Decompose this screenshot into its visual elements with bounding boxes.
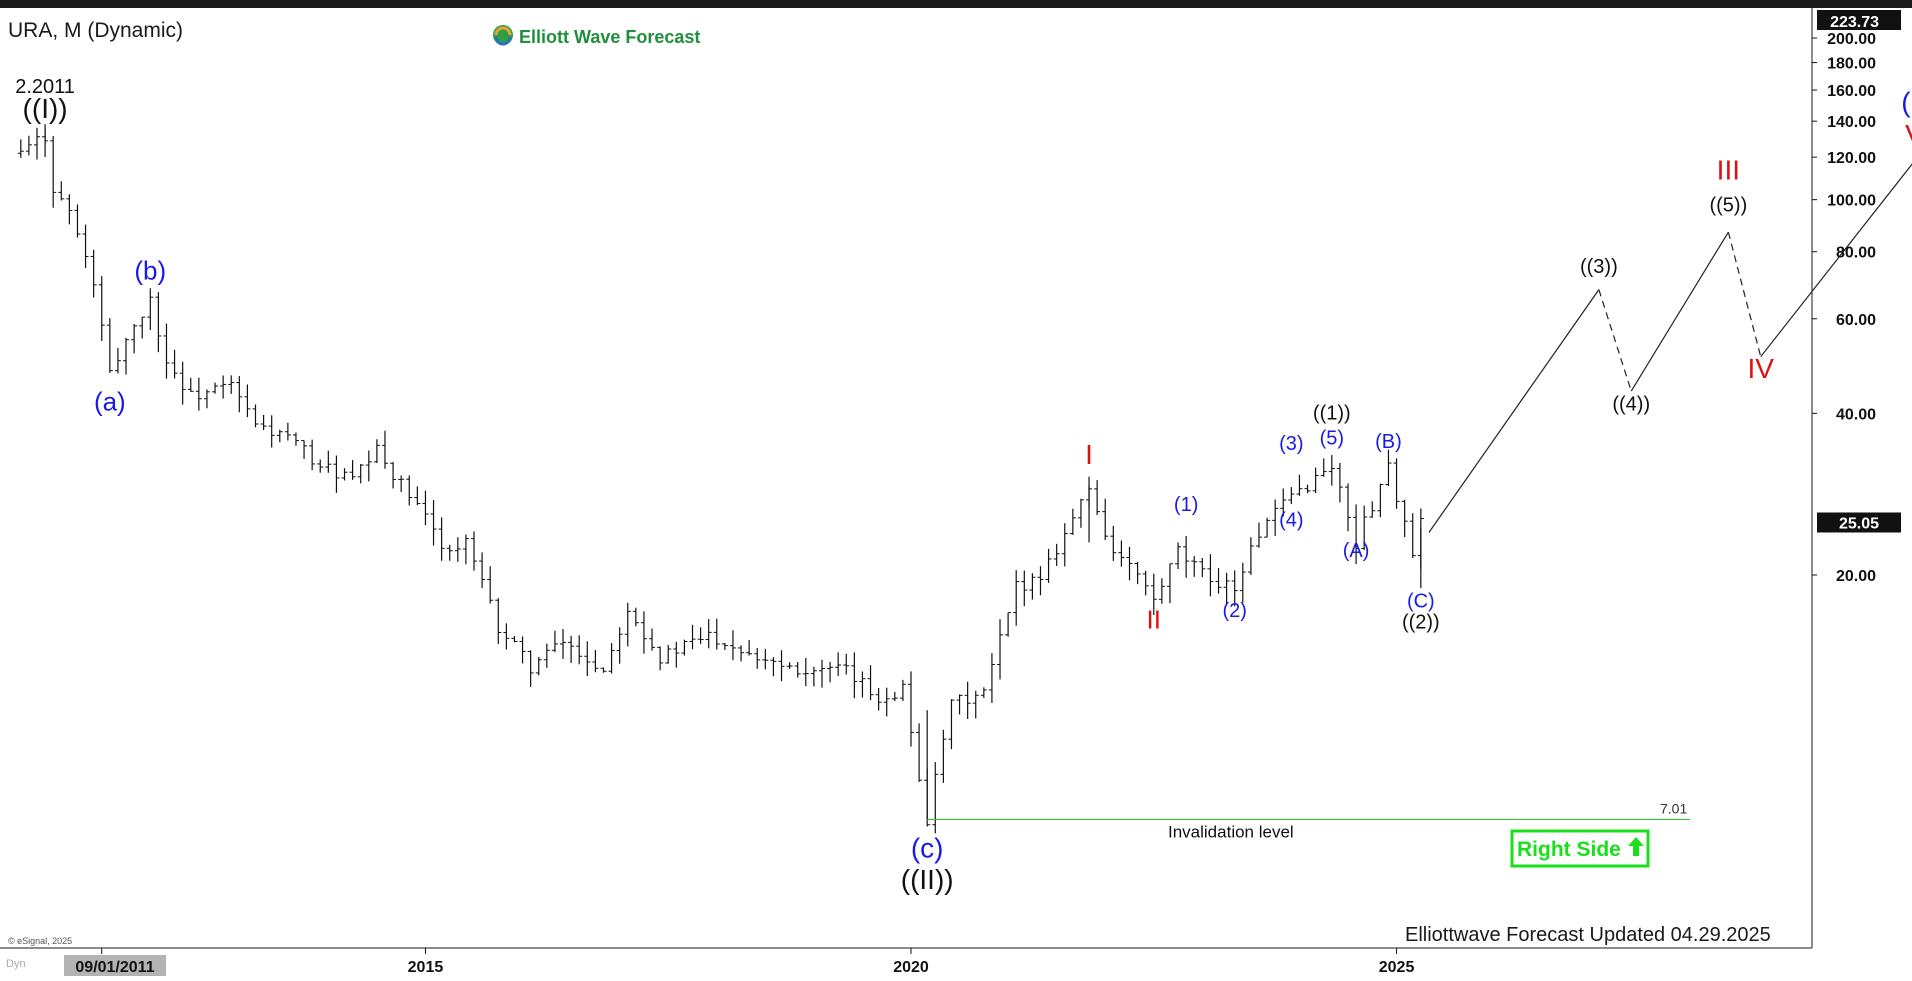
wave-label-6: (1) bbox=[1174, 494, 1198, 516]
wave-label-22: IV bbox=[1747, 353, 1774, 384]
projection-leg-0 bbox=[1428, 289, 1600, 533]
x-tick-label-3: 2025 bbox=[1379, 959, 1415, 976]
logo-arc2-icon bbox=[494, 36, 512, 46]
y-tick-label-3: 140.00 bbox=[1827, 114, 1876, 131]
wave-label-12: (B) bbox=[1375, 431, 1402, 453]
wave-label-20: ((5)) bbox=[1709, 195, 1747, 217]
y-tick-label-0: 200.00 bbox=[1827, 31, 1876, 48]
wave-label-4: I bbox=[1085, 439, 1093, 470]
invalidation-label: Invalidation level bbox=[1168, 823, 1294, 842]
badge-frame bbox=[1510, 829, 1650, 868]
up-arrow-icon bbox=[1628, 837, 1644, 856]
y-tick-label-6: 80.00 bbox=[1836, 245, 1876, 262]
time-axis: 09/01/2011 2015 2020 2025 bbox=[64, 948, 1414, 976]
wave-label-16: (c) bbox=[911, 833, 944, 864]
wave-label-13: (A) bbox=[1343, 540, 1370, 562]
wave-label-24: (I) bbox=[1901, 86, 1912, 117]
wave-label-2: (b) bbox=[134, 256, 166, 286]
last-price-box bbox=[1817, 512, 1901, 533]
copyright-note: © eSignal, 2025 bbox=[8, 936, 72, 946]
x-tick-label-1: 2015 bbox=[408, 959, 444, 976]
badge-label: Right Side bbox=[1517, 838, 1621, 861]
wave-label-1: ((I)) bbox=[23, 93, 68, 124]
wave-label-19: ((4)) bbox=[1612, 393, 1650, 415]
brand-name: Elliott Wave Forecast bbox=[519, 27, 700, 47]
projection-leg-1 bbox=[1630, 231, 1729, 392]
wave-label-7: (2) bbox=[1222, 600, 1246, 622]
y-tick-label-1: 180.00 bbox=[1827, 56, 1876, 73]
y-tick-label-5: 100.00 bbox=[1827, 193, 1876, 210]
top-frame-bar bbox=[0, 0, 1912, 8]
wave-labels: 2.2011((I))(b)(a)III(1)(2)(3)(4)(5)((1))… bbox=[15, 76, 1912, 895]
x-tick-label-0: 09/01/2011 bbox=[75, 959, 154, 976]
wave-label-14: (C) bbox=[1407, 590, 1435, 612]
y-tick-label-2: 160.00 bbox=[1827, 83, 1876, 100]
wave-label-18: ((3)) bbox=[1580, 256, 1618, 278]
projection-correction-1 bbox=[1727, 231, 1762, 357]
x-tick-label-2: 2020 bbox=[893, 959, 929, 976]
projection-leg-2 bbox=[1760, 163, 1912, 358]
updated-note: Elliottwave Forecast Updated 04.29.2025 bbox=[1405, 924, 1771, 946]
y-tick-label-7: 60.00 bbox=[1836, 312, 1876, 329]
wave-label-3: (a) bbox=[94, 386, 126, 416]
projection-path bbox=[1428, 163, 1912, 533]
ohlc-bars bbox=[17, 124, 1424, 834]
top-price-label: 223.73 bbox=[1830, 14, 1879, 31]
invalidation-value: 7.01 bbox=[1660, 801, 1687, 817]
logo-arc-icon bbox=[494, 26, 512, 36]
wave-label-10: (5) bbox=[1320, 427, 1344, 449]
wave-label-15: ((2)) bbox=[1402, 612, 1440, 634]
wave-label-17: ((II)) bbox=[901, 864, 954, 895]
price-axis: 200.00 180.00 160.00 140.00 120.00 100.00 80.0… bbox=[1812, 10, 1901, 585]
chart-title: URA, M (Dynamic) bbox=[8, 19, 183, 42]
y-tick-label-9: 20.00 bbox=[1836, 568, 1876, 585]
last-price-label: 25.05 bbox=[1839, 515, 1879, 532]
y-tick-label-8: 40.00 bbox=[1836, 406, 1876, 423]
top-price-box bbox=[1817, 10, 1901, 30]
wave-label-9: (4) bbox=[1279, 510, 1303, 532]
wave-label-5: II bbox=[1147, 605, 1161, 635]
brand-logo bbox=[493, 25, 513, 46]
wave-label-21: III bbox=[1717, 155, 1740, 186]
wave-label-23: V bbox=[1905, 119, 1912, 150]
right-side-badge: Right Side bbox=[1510, 829, 1650, 868]
projection-correction-0 bbox=[1598, 289, 1632, 392]
wave-label-11: ((1)) bbox=[1313, 402, 1351, 424]
x-tick-highlight bbox=[64, 955, 166, 976]
dyn-label: Dyn bbox=[6, 958, 26, 970]
wave-label-0: 2.2011 bbox=[15, 76, 75, 98]
invalidation-line-group: Invalidation level 7.01 bbox=[927, 801, 1690, 842]
wave-label-8: (3) bbox=[1279, 433, 1303, 455]
y-tick-label-4: 120.00 bbox=[1827, 150, 1876, 167]
